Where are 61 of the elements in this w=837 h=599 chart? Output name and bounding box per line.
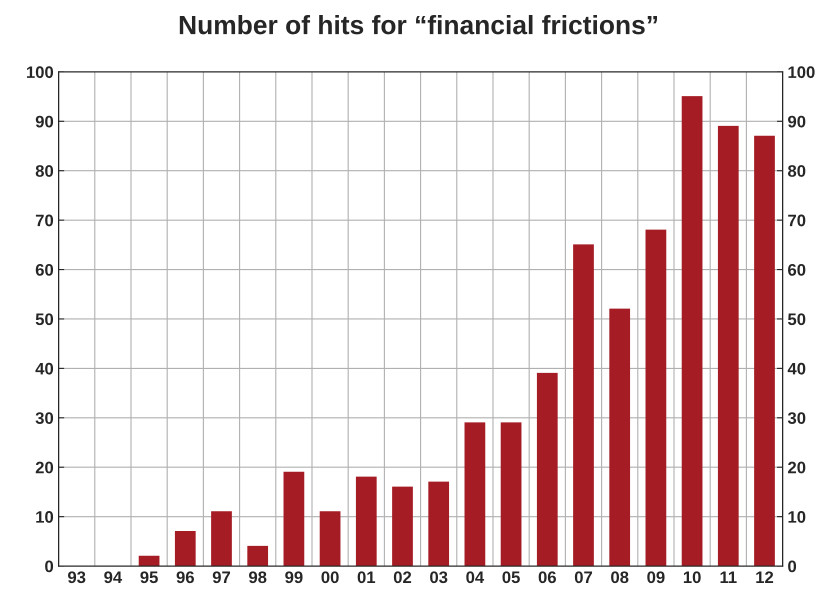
bar <box>500 422 522 566</box>
bar <box>174 531 196 566</box>
bar <box>646 230 666 566</box>
y-tick-label: 80 <box>36 165 54 177</box>
y-tick-label: 70 <box>36 214 54 226</box>
y-tick-label: 10 <box>36 511 54 523</box>
y2-tick-label: 0 <box>788 560 796 572</box>
x-tick-label: 06 <box>538 571 556 584</box>
y-tick-label: 30 <box>36 412 54 424</box>
bar <box>356 476 377 566</box>
bar <box>754 136 775 566</box>
x-tick-label: 95 <box>140 571 158 584</box>
y2-tick-label: 60 <box>788 264 806 276</box>
bar <box>536 372 558 566</box>
x-tick-label: 98 <box>249 571 266 584</box>
y2-tick-label: 30 <box>788 412 806 424</box>
x-tick-label: 00 <box>321 571 339 584</box>
x-tick-label: 11 <box>720 572 737 583</box>
bar <box>609 308 630 566</box>
x-tick-label: 02 <box>394 571 412 584</box>
x-tick-label: 08 <box>611 571 628 584</box>
x-tick-label: 04 <box>466 571 484 584</box>
bar <box>211 511 232 566</box>
y2-tick-label: 100 <box>788 66 815 78</box>
bar <box>138 556 160 566</box>
x-tick-label: 10 <box>684 571 701 584</box>
bar <box>392 486 413 566</box>
x-tick-label: 94 <box>104 571 122 584</box>
x-tick-label: 01 <box>358 571 376 584</box>
y-tick-label: 100 <box>26 66 54 78</box>
y2-tick-label: 70 <box>788 214 806 226</box>
x-tick-label: 09 <box>647 571 665 584</box>
y-tick-label: 50 <box>36 313 54 326</box>
y-tick-label: 90 <box>36 116 54 128</box>
y2-tick-label: 10 <box>788 511 806 523</box>
bar <box>464 422 486 566</box>
bar <box>284 472 304 566</box>
y-tick-label: 0 <box>45 560 54 572</box>
bar <box>428 482 450 566</box>
chart-title: Number of hits for “financial frictions” <box>180 14 658 34</box>
x-tick-label: 12 <box>756 571 774 583</box>
bar <box>247 546 268 566</box>
y-tick-label: 40 <box>35 362 54 375</box>
x-tick-label: 99 <box>285 571 303 584</box>
y-tick-label: 60 <box>36 264 54 276</box>
y2-tick-label: 80 <box>788 165 806 177</box>
x-tick-label: 05 <box>502 571 520 584</box>
y2-tick-label: 50 <box>788 313 806 326</box>
bar <box>320 511 340 566</box>
x-tick-label: 96 <box>176 571 194 584</box>
bar <box>573 244 594 566</box>
y2-tick-label: 20 <box>788 462 806 474</box>
y2-tick-label: 40 <box>788 362 806 375</box>
x-tick-label: 97 <box>212 571 230 584</box>
bar <box>682 96 702 566</box>
y-tick-label: 20 <box>36 462 54 474</box>
x-tick-label: 03 <box>430 571 448 584</box>
x-tick-label: 93 <box>68 571 86 584</box>
bar <box>718 126 739 566</box>
x-tick-label: 07 <box>574 571 592 584</box>
y2-tick-label: 90 <box>788 116 806 128</box>
